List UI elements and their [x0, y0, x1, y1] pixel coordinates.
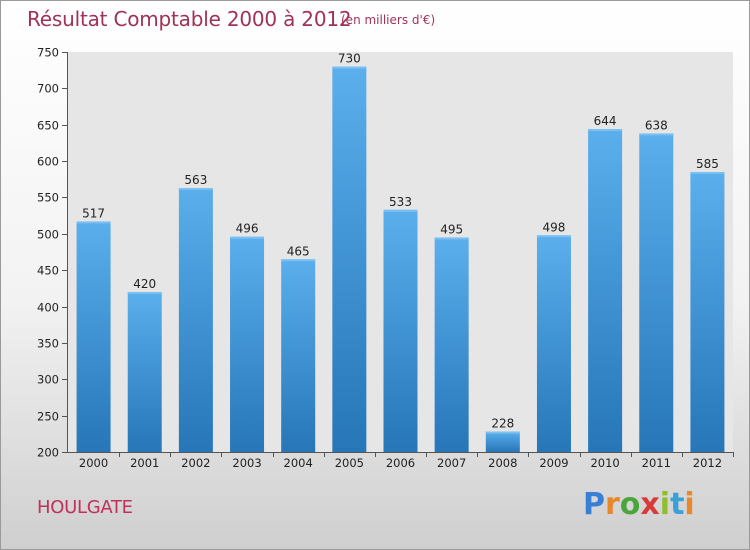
logo-letter: o — [619, 487, 641, 522]
logo-letter: t — [670, 487, 685, 522]
bar-top-highlight — [178, 188, 213, 190]
x-tick-label-2002: 2002 — [181, 456, 210, 470]
y-tick-label: 450 — [37, 264, 59, 278]
y-tick-label: 250 — [37, 410, 59, 424]
bar-2011 — [639, 133, 674, 453]
chart-title: Résultat Comptable 2000 à 2012 — [27, 7, 352, 31]
data-label-2000: 517 — [82, 206, 105, 220]
y-tick-label: 350 — [37, 337, 59, 351]
bar-2006 — [383, 209, 418, 452]
x-tick-label-2000: 2000 — [79, 456, 108, 470]
bar-top-highlight — [434, 237, 469, 240]
logo-letter: i — [659, 487, 671, 522]
bar-2002 — [178, 188, 213, 452]
logo-letter: P — [583, 487, 605, 522]
bar-top-highlight — [639, 133, 674, 136]
bars-group — [76, 66, 725, 453]
bar-top-highlight — [536, 235, 571, 238]
data-label-2011: 638 — [645, 118, 668, 132]
data-label-2008: 228 — [491, 417, 514, 431]
bar-2001 — [127, 292, 162, 452]
data-label-2009: 498 — [543, 220, 566, 234]
y-tick-label: 700 — [37, 82, 59, 96]
data-label-2002: 563 — [184, 173, 207, 187]
y-tick-label: 650 — [37, 119, 59, 133]
bar-2008 — [485, 431, 520, 452]
bar-top-highlight — [383, 209, 418, 212]
data-label-2012: 585 — [696, 157, 719, 171]
bar-2000 — [76, 221, 111, 452]
data-label-2001: 420 — [133, 277, 156, 291]
x-tick-label-2004: 2004 — [284, 456, 313, 470]
data-label-2007: 495 — [440, 222, 463, 236]
y-tick-label: 200 — [37, 446, 59, 460]
x-tick-label-2001: 2001 — [130, 456, 159, 470]
x-tick-label-2003: 2003 — [232, 456, 261, 470]
x-tick-label-2012: 2012 — [693, 456, 722, 470]
y-tick-label: 300 — [37, 373, 59, 387]
bar-top-highlight — [281, 259, 316, 262]
bar-2005 — [332, 66, 367, 452]
y-tick-label: 750 — [37, 46, 59, 60]
data-label-2010: 644 — [594, 114, 617, 128]
x-tick-label-2007: 2007 — [437, 456, 466, 470]
x-tick-label-2010: 2010 — [590, 456, 619, 470]
bar-2012 — [690, 172, 725, 452]
data-label-2004: 465 — [287, 244, 310, 258]
data-label-2003: 496 — [236, 222, 259, 236]
bar-2007 — [434, 237, 469, 452]
bar-2010 — [588, 129, 623, 452]
x-tick-label-2011: 2011 — [642, 456, 671, 470]
city-name: HOULGATE — [37, 497, 133, 518]
y-tick-label: 600 — [37, 155, 59, 169]
logo-letter: x — [640, 487, 660, 522]
bar-top-highlight — [690, 172, 725, 174]
bar-top-highlight — [588, 129, 623, 132]
proxiti-logo: Proxiti — [583, 487, 695, 522]
data-labels-group: 517 420 563 496 465 730 533 495 228 498 644 638 585 — [82, 52, 719, 431]
axes: 200 250 300 350 400 450 500 550 600 650 700 750 2000… — [37, 46, 734, 470]
bar-top-highlight — [485, 431, 520, 434]
bar-top-highlight — [127, 292, 162, 294]
data-label-2005: 730 — [338, 52, 361, 66]
x-tick-label-2006: 2006 — [386, 456, 415, 470]
bar-2003 — [230, 236, 265, 452]
logo-letter: r — [605, 487, 620, 522]
bar-top-highlight — [332, 66, 367, 69]
bar-top-highlight — [76, 221, 111, 224]
bar-top-highlight — [230, 236, 265, 239]
y-tick-label: 550 — [37, 191, 59, 205]
data-label-2006: 533 — [389, 195, 412, 209]
x-tick-label-2005: 2005 — [335, 456, 364, 470]
bar-2009 — [536, 235, 571, 452]
bar-2004 — [281, 259, 316, 452]
x-tick-label-2008: 2008 — [488, 456, 517, 470]
y-tick-label: 500 — [37, 228, 59, 242]
x-tick-label-2009: 2009 — [539, 456, 568, 470]
y-tick-label: 400 — [37, 301, 59, 315]
logo-letter: i — [684, 487, 695, 522]
chart-subtitle: (en milliers d'€) — [341, 13, 436, 27]
